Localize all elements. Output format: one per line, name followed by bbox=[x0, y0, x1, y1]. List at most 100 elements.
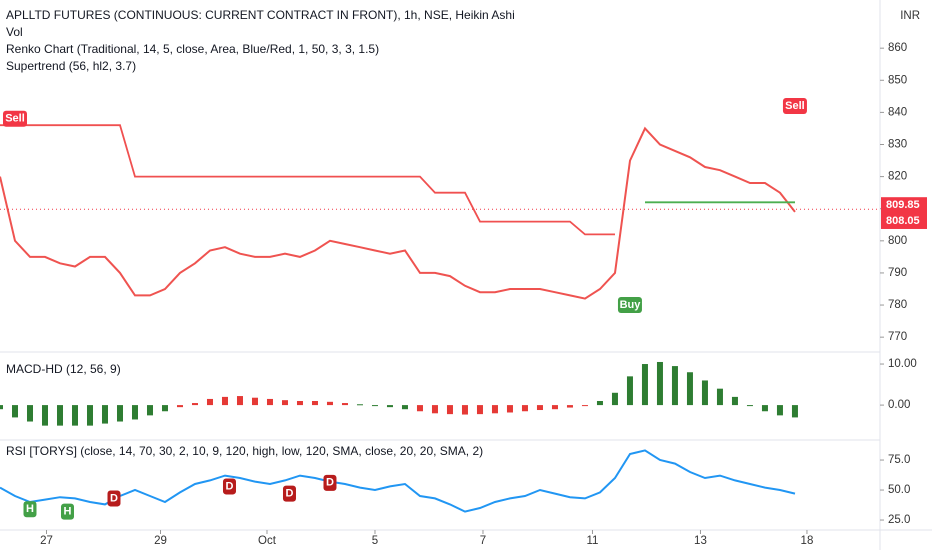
histogram-bar bbox=[0, 405, 3, 410]
histogram-bar bbox=[176, 405, 183, 408]
signal-label: D bbox=[286, 488, 294, 500]
price-label: 809.85 bbox=[886, 199, 920, 211]
histogram-bar bbox=[266, 398, 273, 406]
histogram-bar bbox=[356, 404, 363, 406]
signal-badge bbox=[2, 110, 27, 127]
histogram-bar bbox=[461, 405, 468, 415]
histogram-bar bbox=[626, 376, 633, 406]
histogram-bar bbox=[56, 405, 63, 426]
series-line bbox=[0, 126, 796, 300]
x-tick-label: 13 bbox=[694, 535, 707, 547]
y-tick-label: 830 bbox=[888, 139, 907, 151]
currency: INR bbox=[900, 10, 920, 22]
signal-label: Sell bbox=[785, 100, 805, 112]
histogram-bar bbox=[701, 380, 708, 406]
histogram-bar bbox=[71, 405, 78, 426]
signal-label: D bbox=[110, 492, 118, 504]
histogram-bar bbox=[716, 388, 723, 406]
histogram-bar bbox=[791, 405, 798, 418]
x-tick-label: 27 bbox=[40, 535, 53, 547]
histogram-bar bbox=[416, 405, 423, 412]
y-tick-label: 850 bbox=[888, 74, 907, 86]
histogram-bar bbox=[491, 405, 498, 414]
signal-badge bbox=[282, 485, 296, 502]
histogram-bar bbox=[251, 397, 258, 406]
histogram-bar bbox=[431, 405, 438, 414]
signal-label: Buy bbox=[620, 299, 642, 311]
histogram-bar bbox=[506, 405, 513, 413]
histogram-bar bbox=[731, 396, 738, 406]
histogram-bar bbox=[521, 405, 528, 412]
histogram-bar bbox=[341, 403, 348, 406]
histogram-bar bbox=[446, 405, 453, 415]
y-tick-label: 800 bbox=[888, 235, 907, 247]
histogram-bar bbox=[191, 403, 198, 406]
histogram-bar bbox=[26, 405, 33, 422]
y-tick-label: 840 bbox=[888, 106, 907, 118]
histogram-bar bbox=[656, 361, 663, 406]
x-tick-label: 11 bbox=[586, 535, 598, 547]
series-line bbox=[0, 449, 796, 513]
histogram-bar bbox=[101, 405, 108, 424]
histogram-bar bbox=[41, 405, 48, 426]
histogram-bar bbox=[161, 405, 168, 412]
x-tick-label: 18 bbox=[801, 535, 814, 547]
histogram-bar bbox=[206, 398, 213, 406]
signal-badge bbox=[107, 490, 121, 507]
y-tick-label: 780 bbox=[888, 299, 907, 311]
histogram-bar bbox=[116, 405, 123, 422]
histogram-bar bbox=[386, 405, 393, 408]
x-tick-label: 7 bbox=[480, 535, 486, 547]
histogram-bar bbox=[476, 405, 483, 415]
histogram-bar bbox=[641, 364, 648, 406]
histogram-bar bbox=[581, 405, 588, 407]
signal-badge bbox=[23, 501, 37, 518]
histogram-bar bbox=[596, 400, 603, 406]
histogram-bar bbox=[221, 396, 228, 406]
price-label: 808.05 bbox=[886, 215, 920, 227]
signal-badge bbox=[617, 297, 642, 314]
histogram-bar bbox=[11, 405, 18, 418]
histogram-bar bbox=[146, 405, 153, 416]
histogram-bar bbox=[686, 372, 693, 406]
price-badge bbox=[881, 197, 927, 214]
histogram-bar bbox=[611, 392, 618, 406]
signal-label: Sell bbox=[5, 113, 25, 125]
histogram-bar bbox=[311, 400, 318, 406]
histogram-bar bbox=[746, 405, 753, 407]
signal-badge bbox=[323, 474, 337, 491]
histogram-bar bbox=[236, 396, 243, 406]
y-tick-label: 75.0 bbox=[888, 454, 910, 466]
histogram-bar bbox=[761, 405, 768, 412]
histogram-bar bbox=[536, 405, 543, 411]
y-tick-label: 860 bbox=[888, 42, 907, 54]
histogram-bar bbox=[371, 405, 378, 407]
y-tick-label: 0.00 bbox=[888, 399, 910, 411]
histogram-bar bbox=[566, 405, 573, 408]
legend-entry: Vol bbox=[6, 25, 23, 39]
signal-label: D bbox=[326, 477, 334, 489]
histogram-bar bbox=[131, 405, 138, 420]
signal-label: H bbox=[26, 503, 34, 515]
histogram-bar bbox=[776, 405, 783, 416]
y-tick-label: 790 bbox=[888, 267, 907, 279]
price-badge bbox=[881, 212, 927, 229]
histogram-bar bbox=[86, 405, 93, 426]
y-tick-label: 25.0 bbox=[888, 514, 910, 526]
pane-title: MACD-HD (12, 56, 9) bbox=[6, 362, 121, 376]
legend-entry: Renko Chart (Traditional, 14, 5, close, … bbox=[6, 42, 379, 56]
x-tick-label: Oct bbox=[258, 535, 277, 547]
pane-title: RSI [TORYS] (close, 14, 70, 30, 2, 10, 9… bbox=[6, 444, 483, 458]
series-line bbox=[0, 124, 615, 236]
x-tick-label: 29 bbox=[154, 535, 167, 547]
histogram-bar bbox=[326, 401, 333, 406]
y-tick-label: 820 bbox=[888, 171, 907, 183]
histogram-bar bbox=[401, 405, 408, 410]
signal-badge bbox=[60, 503, 74, 520]
y-tick-label: 50.0 bbox=[888, 484, 910, 496]
signal-badge bbox=[222, 478, 236, 495]
signal-badge bbox=[782, 97, 807, 114]
histogram-bar bbox=[551, 405, 558, 410]
